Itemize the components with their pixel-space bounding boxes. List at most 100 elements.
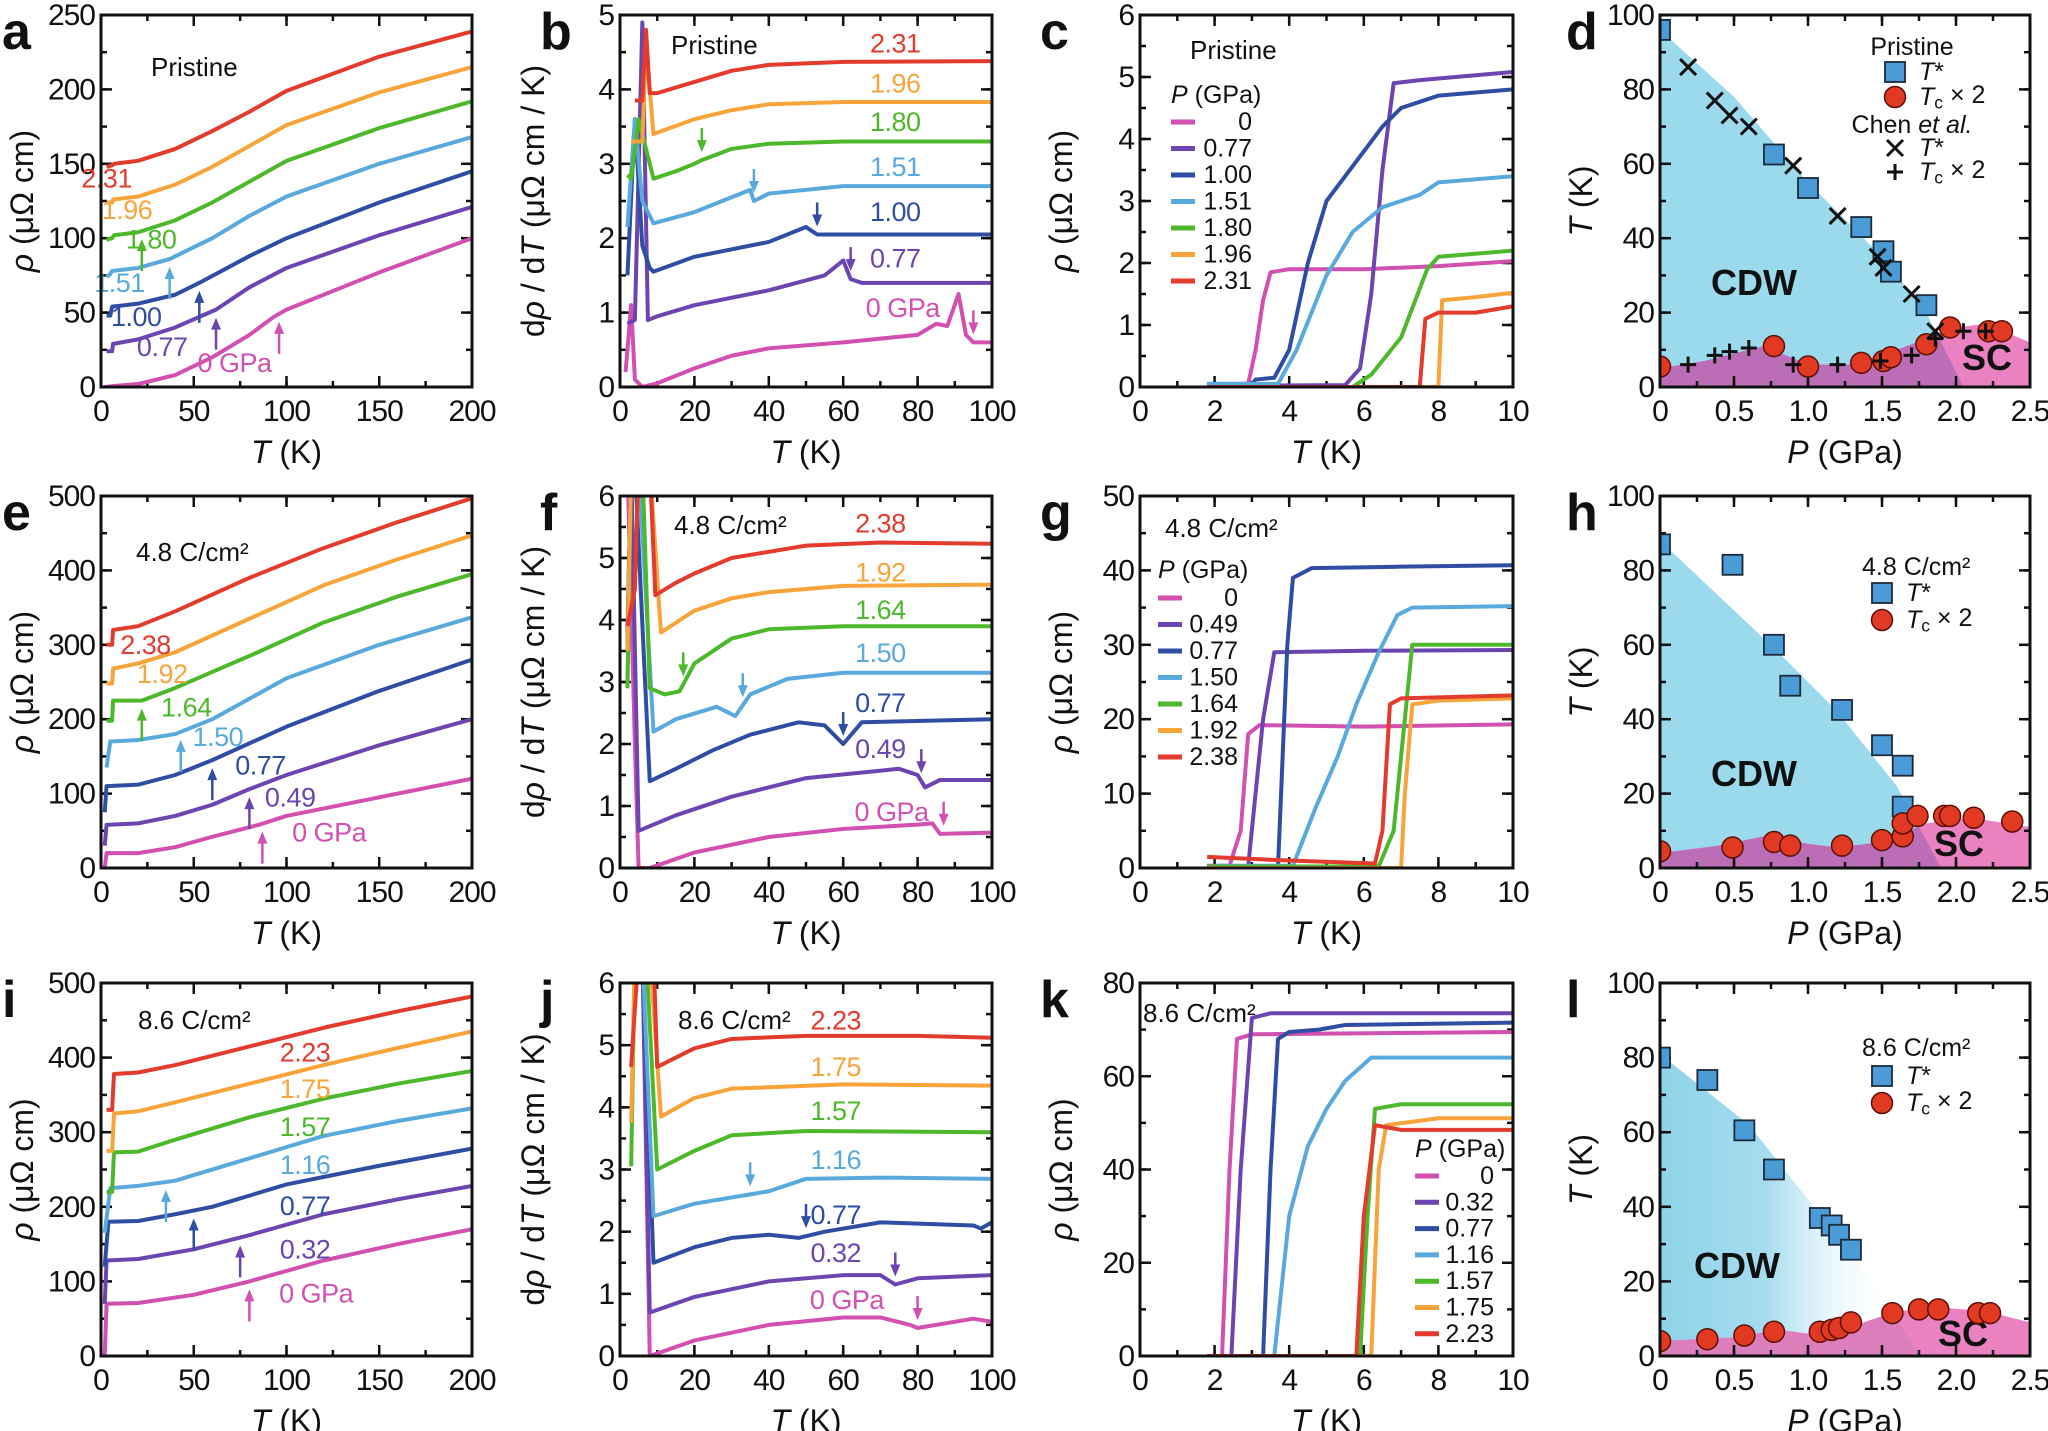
data-point-circle (1762, 334, 1786, 358)
transition-arrow-icon (916, 749, 927, 774)
y-tick-label: 400 (48, 554, 95, 587)
plot-frame (99, 13, 474, 389)
x-axis-label: T (K) (1291, 434, 1362, 470)
x-axis-label: P (GPa) (1787, 915, 1903, 951)
data-point-plus (1721, 343, 1738, 360)
y-tick-label: 0 (79, 1340, 95, 1373)
x-tick-label: 0 (1132, 876, 1148, 909)
series-line-1.64 (106, 572, 472, 723)
plot-frame (1138, 13, 1515, 389)
data-point-square (1840, 1238, 1862, 1261)
series-label-1.51: 1.51 (870, 152, 921, 182)
legend-label: 0.77 (1203, 135, 1252, 163)
transition-arrow-icon (968, 310, 979, 335)
y-tick-label: 100 (48, 1265, 95, 1298)
panel-c: 0 2 4 6 8 10 0 1 2 3 4 5 6 T (K) ρ (μΩ cm) Pristine P (G… (1040, 0, 1530, 470)
y-tick-label: 20 (1623, 1265, 1655, 1298)
data-point-plus (1977, 323, 1994, 340)
plot-frame (99, 981, 474, 1358)
series-group (1660, 533, 2024, 863)
series-line-0 (640, 983, 992, 1356)
series-line-1.92 (625, 496, 992, 652)
x-tick-label: 80 (902, 876, 934, 909)
series-label-0: 0 GPa (810, 1285, 886, 1315)
arrow-head (175, 739, 186, 752)
series-line-1.80 (106, 99, 472, 242)
x-tick-label: 20 (679, 395, 711, 428)
panel-letter: h (1566, 484, 1598, 542)
x-axis-label: T (K) (251, 1403, 322, 1431)
series-line-1.50 (104, 615, 472, 768)
y-tick-label: 0 (79, 852, 95, 885)
series-label-1.51: 1.51 (94, 268, 145, 298)
data-point-circle (1696, 1327, 1719, 1351)
y-axis-label: ρ (μΩ cm) (4, 130, 40, 273)
x-tick-label: 0 (93, 1364, 109, 1397)
legend-label: 0 (1224, 584, 1238, 612)
data-point-plus (1903, 347, 1920, 364)
series-line-1.96 (631, 42, 992, 144)
y-tick-label: 150 (48, 147, 95, 180)
y-tick-label: 300 (48, 1116, 95, 1149)
data-point-cross (1739, 117, 1758, 136)
transition-arrow-icon (188, 1218, 199, 1251)
y-tick-label: 3 (598, 666, 614, 699)
arrow-head (838, 724, 849, 736)
y-axis-label: dρ / dT (μΩ cm / K) (515, 1033, 551, 1305)
y-tick-label: 3 (598, 147, 614, 180)
series-label-2.38: 2.38 (120, 630, 171, 660)
legend-label: 1.00 (1203, 161, 1252, 189)
legend-square-icon (1884, 61, 1906, 83)
panel-h: CDW SC 0 0.5 1.0 1.5 2.0 2.5 0 20 40 60 80 100 P (GPa)… (1563, 480, 2048, 952)
legend-item: 0.32 (1415, 1188, 1494, 1216)
arrow-head (211, 317, 222, 330)
y-tick-label: 0 (598, 371, 614, 404)
x-tick-label: 200 (448, 1364, 495, 1397)
sc-region-label: SC (1962, 337, 2012, 378)
series-label-0.49: 0.49 (855, 734, 906, 764)
arrow-head (207, 768, 218, 781)
arrow-head (244, 1289, 255, 1302)
legend-item: 1.92 (1158, 717, 1238, 745)
legend-label: 1.75 (1445, 1294, 1494, 1322)
y-tick-label: 0 (1118, 1340, 1134, 1373)
data-point-square (1779, 674, 1802, 697)
y-tick-label: 40 (1623, 222, 1655, 255)
y-tick-label: 0 (1118, 371, 1134, 404)
x-tick-label: 80 (902, 395, 934, 428)
series-group (629, 983, 992, 1356)
data-point-square (1660, 533, 1671, 556)
transition-arrow-icon (257, 831, 268, 864)
series-group (623, 20, 992, 387)
x-tick-label: 2.0 (1937, 876, 1976, 909)
transition-arrow-icon (890, 1252, 901, 1277)
series-line-2.38 (1207, 693, 1513, 866)
arrow-head (274, 321, 285, 334)
series-line-0 (1207, 722, 1513, 868)
sample-label: Pristine (1190, 35, 1277, 65)
series-line-1.00 (625, 117, 992, 276)
plot-frame (618, 494, 994, 870)
x-axis-label: P (GPa) (1787, 434, 1903, 470)
data-point-square (1871, 734, 1893, 757)
arrow-head (801, 1216, 811, 1229)
panel-letter: i (2, 971, 16, 1029)
y-tick-label: 10 (1103, 777, 1135, 810)
legend-cross-icon (1885, 138, 1905, 158)
series-line-0.77 (102, 657, 472, 813)
x-tick-label: 1.0 (1789, 876, 1828, 909)
legend-item: 0 (1158, 584, 1238, 612)
series-line-2.23 (629, 983, 992, 1069)
x-tick-label: 10 (1497, 876, 1529, 909)
series-line-0.77 (626, 20, 992, 326)
series-line-0.77 (641, 983, 992, 1265)
legend-label: 0 (1238, 108, 1252, 136)
transition-arrow-icon (235, 1245, 246, 1278)
data-point-cross (1828, 206, 1847, 225)
y-tick-label: 4 (598, 1091, 614, 1124)
series-label-0.32: 0.32 (810, 1238, 861, 1268)
y-tick-label: 250 (48, 0, 95, 32)
y-tick-label: 3 (1118, 185, 1134, 218)
legend-label: T* (1906, 579, 1931, 607)
x-tick-label: 1.5 (1863, 1364, 1902, 1397)
